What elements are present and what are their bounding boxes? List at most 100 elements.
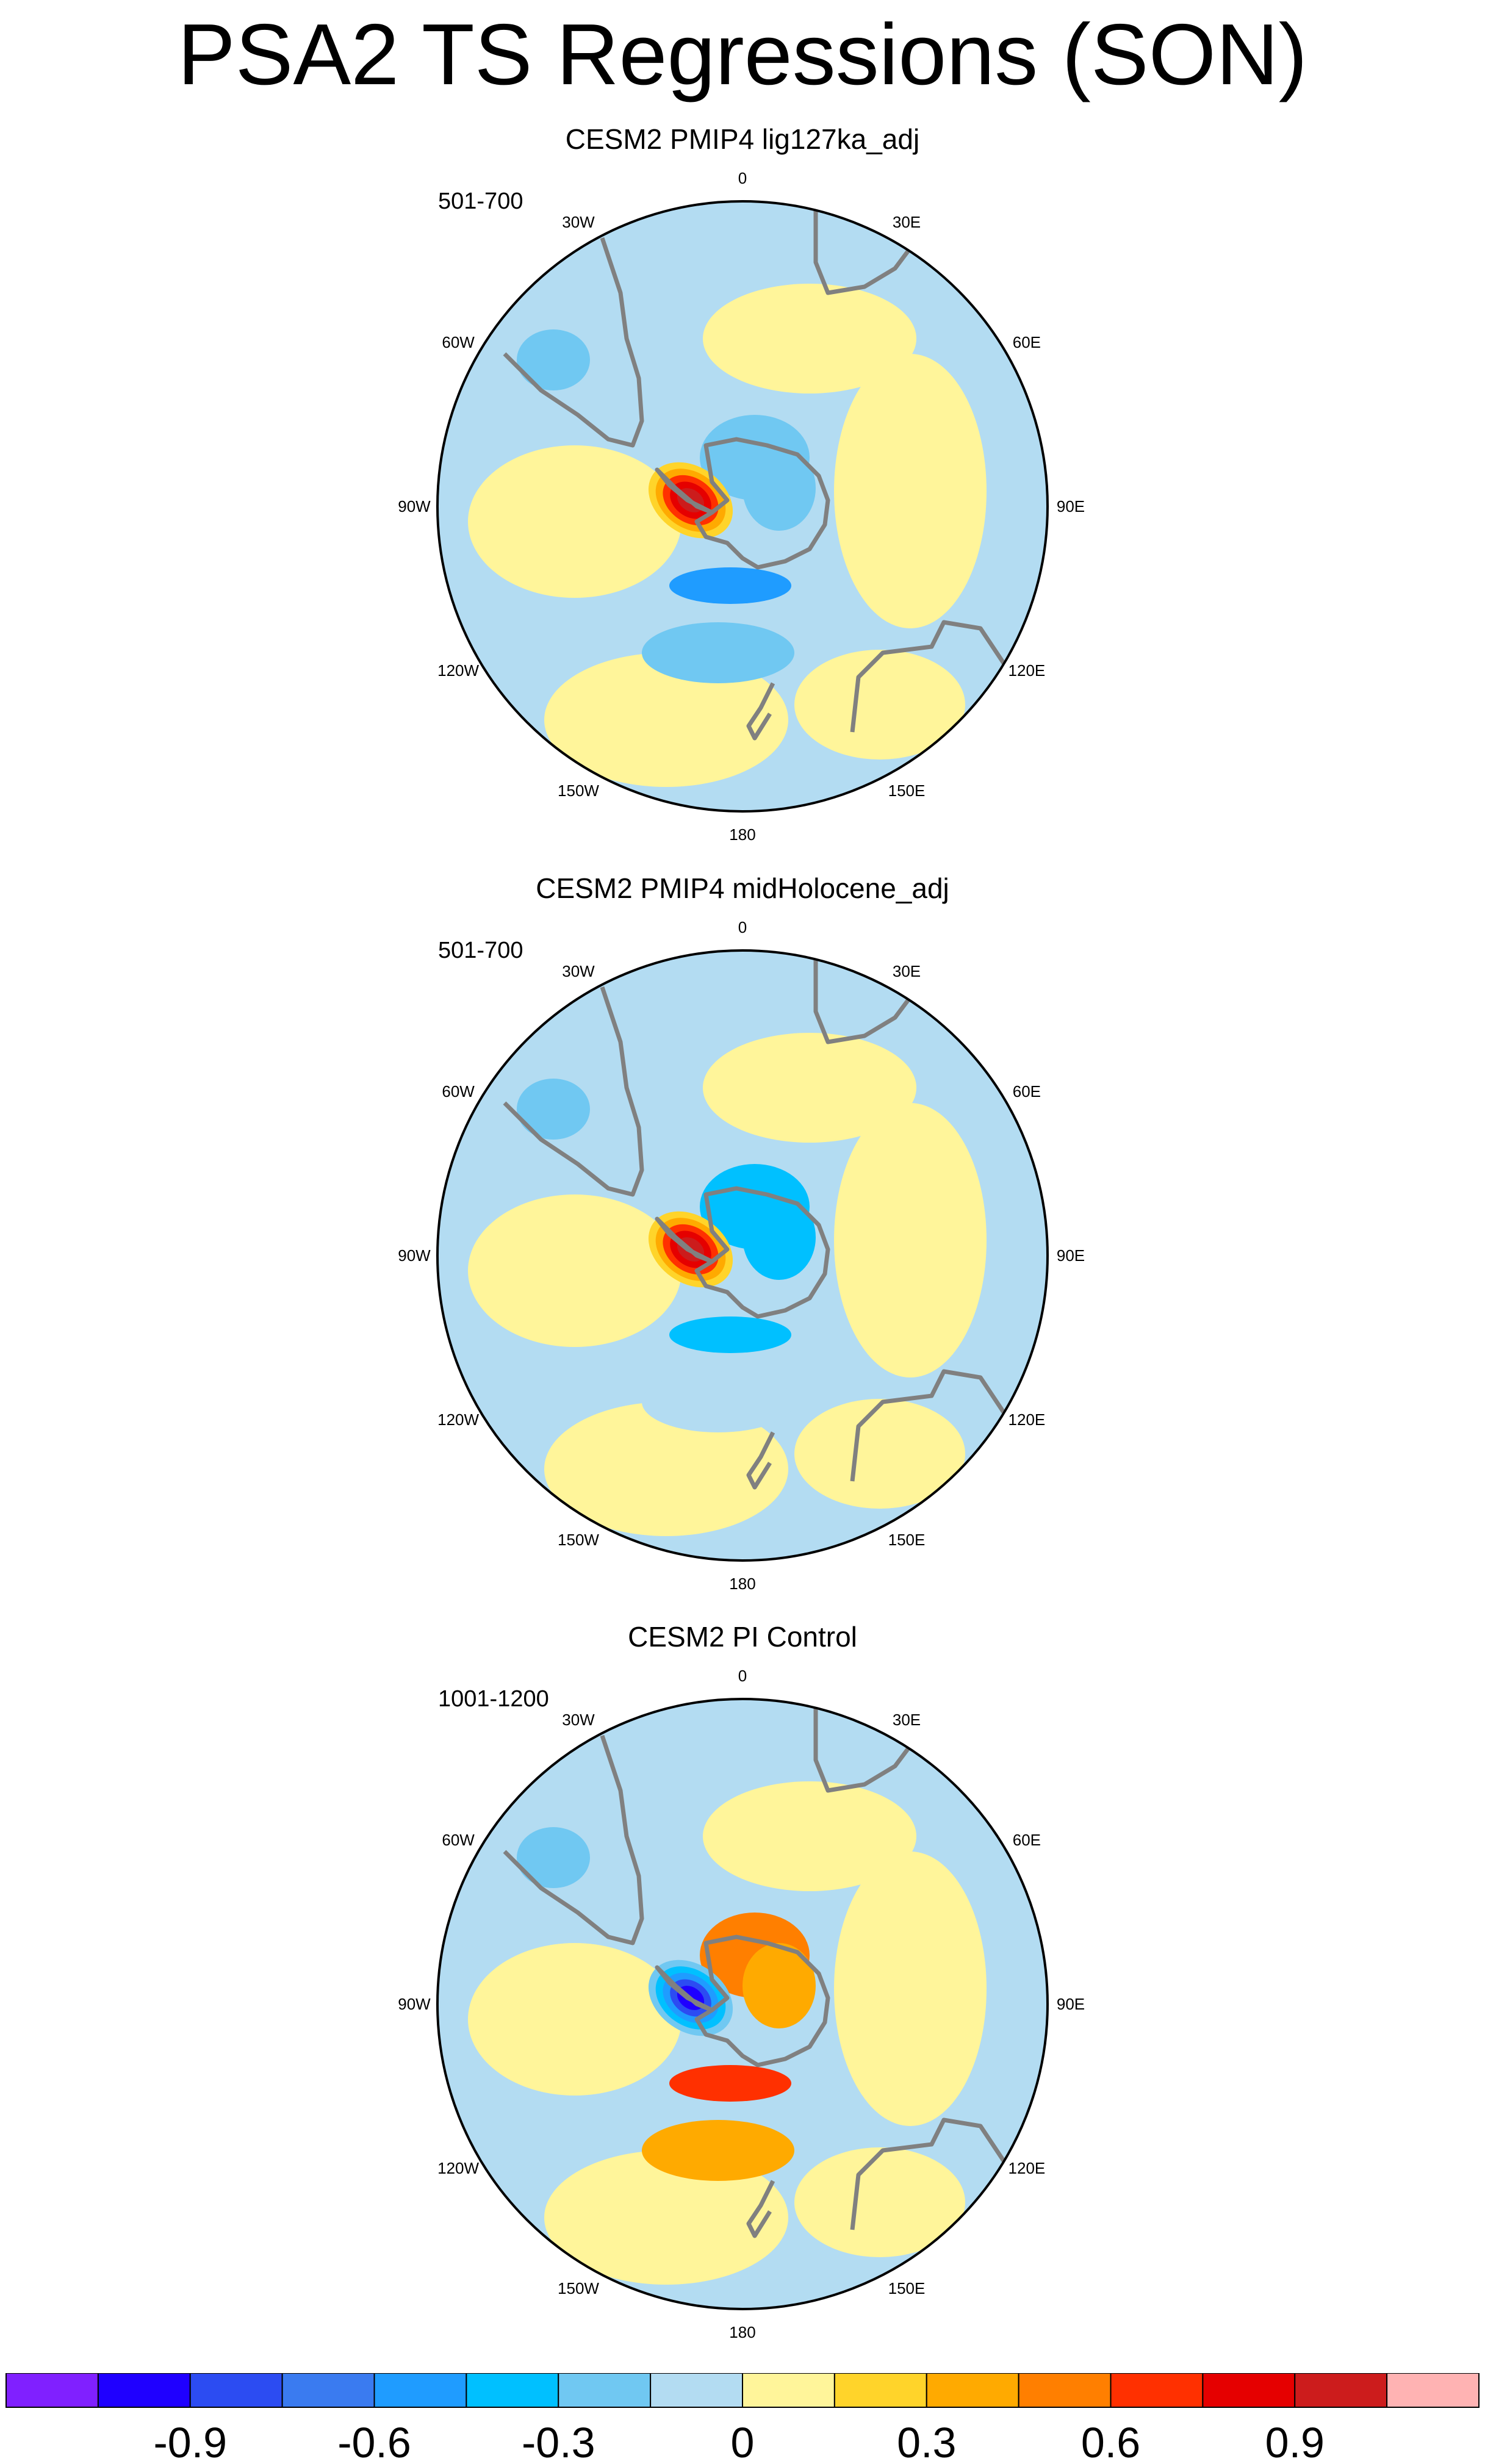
contour-patch <box>669 1316 791 1353</box>
figure-title: PSA2 TS Regressions (SON) <box>178 6 1307 103</box>
longitude-label: 90W <box>398 1995 431 2013</box>
longitude-label: 0 <box>738 169 747 187</box>
colorbar-swatch <box>558 2373 652 2408</box>
longitude-label: 120E <box>1009 1410 1046 1429</box>
colorbar-label: 0.9 <box>1265 2419 1325 2464</box>
contour-patch <box>743 445 816 531</box>
colorbar-swatch <box>833 2373 927 2408</box>
contour-field <box>437 201 1048 811</box>
longitude-label: 60W <box>442 333 475 351</box>
colorbar-label: -0.6 <box>337 2419 411 2464</box>
contour-patch <box>517 1079 590 1140</box>
longitude-label: 180 <box>729 1575 755 1593</box>
longitude-label: 60W <box>442 1082 475 1101</box>
longitude-label: 60W <box>442 1831 475 1849</box>
contour-patch <box>544 1402 788 1536</box>
south-america-outline <box>503 986 644 1197</box>
colorbar-swatch <box>1202 2373 1296 2408</box>
longitude-label: 60E <box>1013 333 1041 351</box>
longitude-label: 120E <box>1009 2159 1046 2177</box>
longitude-label: 60E <box>1013 1831 1041 1849</box>
contour-patch <box>794 2147 965 2257</box>
panel-title: CESM2 PMIP4 midHolocene_adj <box>536 872 949 904</box>
africa-outline <box>813 1702 915 1793</box>
longitude-label: 120W <box>437 661 479 680</box>
new-zealand-outline <box>746 2180 775 2238</box>
map-border <box>436 200 1049 813</box>
longitude-label: 150W <box>558 1531 599 1549</box>
longitude-label: 90W <box>398 1246 431 1265</box>
colorbar-swatch <box>5 2373 99 2408</box>
south-america-outline <box>503 1734 644 1945</box>
contour-field <box>437 1699 1048 2309</box>
longitude-label: 150E <box>888 781 926 800</box>
contour-patch <box>468 1943 681 2096</box>
peninsula-outline <box>655 1216 714 1264</box>
longitude-label: 120W <box>437 1410 479 1429</box>
contour-patch <box>642 622 794 683</box>
period-label: 501-700 <box>438 189 523 214</box>
longitude-label: 90E <box>1057 1246 1085 1265</box>
period-label: 1001-1200 <box>438 1686 549 1712</box>
contour-patch <box>468 445 681 598</box>
contour-patch <box>703 1033 916 1143</box>
contour-patch <box>703 284 916 393</box>
contour-patch <box>834 1852 987 2126</box>
africa-outline <box>813 954 915 1044</box>
antarctica-outline <box>694 1934 830 2067</box>
map-border <box>436 1698 1049 2310</box>
longitude-label: 150E <box>888 1531 926 1549</box>
contour-patch <box>794 650 965 760</box>
contour-patch <box>517 329 590 390</box>
colorbar-swatch <box>650 2373 743 2408</box>
longitude-label: 30E <box>893 213 921 231</box>
colorbar-label: 0.3 <box>897 2419 956 2464</box>
contour-patch <box>743 1194 816 1280</box>
antarctica-outline <box>694 437 830 570</box>
longitude-label: 120W <box>437 2159 479 2177</box>
colorbar-swatch <box>742 2373 835 2408</box>
polar-map: 0 30E 60E 90E 120E 150E 180 150W 120W 90W 60W 30W <box>398 169 1085 844</box>
longitude-label: 30W <box>562 213 595 231</box>
colorbar-swatch <box>1386 2373 1480 2408</box>
colorbar-swatch <box>373 2373 467 2408</box>
contour-patch <box>743 1943 816 2028</box>
longitude-label: 150W <box>558 2279 599 2297</box>
contour-patch <box>794 1399 965 1509</box>
longitude-label: 30E <box>893 1711 921 1729</box>
longitude-label: 0 <box>738 918 747 936</box>
map-border <box>436 949 1049 1562</box>
longitude-label: 180 <box>729 825 755 844</box>
contour-patch <box>834 354 987 628</box>
longitude-label: 120E <box>1009 661 1046 680</box>
longitude-label: 90E <box>1057 497 1085 515</box>
contour-patch <box>544 653 788 787</box>
australia-outline <box>850 620 1007 733</box>
africa-outline <box>813 204 915 295</box>
colorbar-swatch <box>1018 2373 1112 2408</box>
map-panel-3: CESM2 PI Control 1001-1200 0 30E 60E 90E 120… <box>0 1620 1485 2367</box>
colorbar-swatch <box>466 2373 559 2408</box>
colorbar-label: 0 <box>731 2419 755 2464</box>
longitude-label: 30E <box>893 962 921 980</box>
period-label: 501-700 <box>438 938 523 963</box>
australia-outline <box>850 2117 1007 2230</box>
contour-patch <box>642 1371 794 1432</box>
longitude-label: 180 <box>729 2323 755 2341</box>
new-zealand-outline <box>746 1431 775 1490</box>
colorbar-swatch <box>281 2373 375 2408</box>
contour-patch <box>517 1827 590 1888</box>
contour-patch <box>669 567 791 604</box>
longitude-label: 30W <box>562 962 595 980</box>
longitude-label: 0 <box>738 1667 747 1685</box>
contour-patch <box>834 1103 987 1377</box>
map-panel-2: CESM2 PMIP4 midHolocene_adj 501-700 0 30E… <box>0 871 1485 1618</box>
colorbar-label: 0.6 <box>1081 2419 1140 2464</box>
longitude-label: 150E <box>888 2279 926 2297</box>
new-zealand-outline <box>746 682 775 741</box>
peninsula-outline <box>655 467 714 515</box>
australia-outline <box>850 1369 1007 1482</box>
map-panel-1: CESM2 PMIP4 lig127ka_adj 501-700 0 30E 60E… <box>0 122 1485 869</box>
colorbar-swatch <box>189 2373 283 2408</box>
contour-patch <box>544 2150 788 2285</box>
